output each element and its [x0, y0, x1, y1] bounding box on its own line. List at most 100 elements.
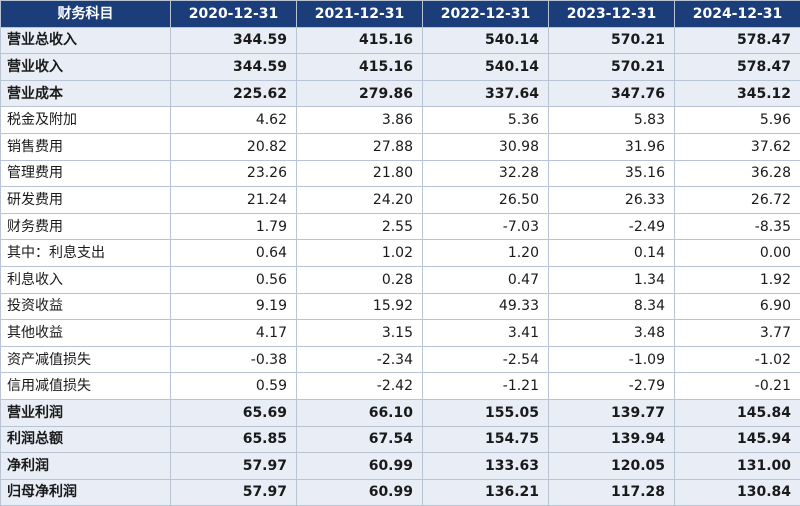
value-cell: 1.79: [171, 213, 297, 240]
value-cell: -2.49: [549, 213, 675, 240]
value-cell: 337.64: [423, 80, 549, 107]
value-cell: 3.41: [423, 320, 549, 347]
row-label-cell: 营业利润: [1, 399, 171, 426]
value-cell: 4.62: [171, 107, 297, 134]
value-cell: 344.59: [171, 54, 297, 81]
value-cell: -1.21: [423, 373, 549, 400]
value-cell: 36.28: [675, 160, 800, 187]
value-cell: 344.59: [171, 27, 297, 54]
row-label-cell: 投资收益: [1, 293, 171, 320]
value-cell: 57.97: [171, 479, 297, 506]
value-cell: -7.03: [423, 213, 549, 240]
value-cell: 0.64: [171, 240, 297, 267]
value-cell: 1.02: [297, 240, 423, 267]
value-cell: 0.28: [297, 266, 423, 293]
value-cell: -0.21: [675, 373, 800, 400]
row-label-cell: 利息收入: [1, 266, 171, 293]
header-cell-year: 2021-12-31: [297, 1, 423, 28]
row-label-cell: 税金及附加: [1, 107, 171, 134]
value-cell: 9.19: [171, 293, 297, 320]
value-cell: 570.21: [549, 54, 675, 81]
header-row: 财务科目 2020-12-31 2021-12-31 2022-12-31 20…: [1, 1, 800, 28]
value-cell: 347.76: [549, 80, 675, 107]
value-cell: 5.36: [423, 107, 549, 134]
row-label-cell: 营业总收入: [1, 27, 171, 54]
value-cell: 3.77: [675, 320, 800, 347]
value-cell: 133.63: [423, 453, 549, 480]
value-cell: 57.97: [171, 453, 297, 480]
row-label-cell: 利润总额: [1, 426, 171, 453]
value-cell: -2.54: [423, 346, 549, 373]
value-cell: 145.84: [675, 399, 800, 426]
value-cell: 3.86: [297, 107, 423, 134]
value-cell: 0.00: [675, 240, 800, 267]
value-cell: 37.62: [675, 133, 800, 160]
header-cell-year: 2023-12-31: [549, 1, 675, 28]
value-cell: 154.75: [423, 426, 549, 453]
value-cell: -1.02: [675, 346, 800, 373]
value-cell: 279.86: [297, 80, 423, 107]
value-cell: 30.98: [423, 133, 549, 160]
value-cell: -2.34: [297, 346, 423, 373]
value-cell: 20.82: [171, 133, 297, 160]
value-cell: -1.09: [549, 346, 675, 373]
row-label-cell: 资产减值损失: [1, 346, 171, 373]
row-label-cell: 销售费用: [1, 133, 171, 160]
value-cell: 5.83: [549, 107, 675, 134]
value-cell: 32.28: [423, 160, 549, 187]
value-cell: 60.99: [297, 479, 423, 506]
value-cell: 120.05: [549, 453, 675, 480]
value-cell: 66.10: [297, 399, 423, 426]
value-cell: 15.92: [297, 293, 423, 320]
row-label-cell: 财务费用: [1, 213, 171, 240]
value-cell: 415.16: [297, 54, 423, 81]
value-cell: 578.47: [675, 27, 800, 54]
value-cell: 4.17: [171, 320, 297, 347]
value-cell: 578.47: [675, 54, 800, 81]
value-cell: 60.99: [297, 453, 423, 480]
row-label-cell: 管理费用: [1, 160, 171, 187]
value-cell: 540.14: [423, 27, 549, 54]
row-label-cell: 归母净利润: [1, 479, 171, 506]
value-cell: 131.00: [675, 453, 800, 480]
value-cell: -2.42: [297, 373, 423, 400]
value-cell: 0.47: [423, 266, 549, 293]
value-cell: 67.54: [297, 426, 423, 453]
row-label-cell: 研发费用: [1, 187, 171, 214]
value-cell: 1.92: [675, 266, 800, 293]
row-label-cell: 其他收益: [1, 320, 171, 347]
value-cell: 35.16: [549, 160, 675, 187]
value-cell: 225.62: [171, 80, 297, 107]
value-cell: 31.96: [549, 133, 675, 160]
value-cell: 3.48: [549, 320, 675, 347]
value-cell: 345.12: [675, 80, 800, 107]
value-cell: 130.84: [675, 479, 800, 506]
value-cell: 139.94: [549, 426, 675, 453]
value-cell: -0.38: [171, 346, 297, 373]
value-cell: 1.34: [549, 266, 675, 293]
value-cell: 21.24: [171, 187, 297, 214]
row-label-cell: 营业收入: [1, 54, 171, 81]
value-cell: 145.94: [675, 426, 800, 453]
value-cell: 3.15: [297, 320, 423, 347]
value-cell: 1.20: [423, 240, 549, 267]
value-cell: 0.14: [549, 240, 675, 267]
header-cell-year: 2024-12-31: [675, 1, 800, 28]
value-cell: 0.59: [171, 373, 297, 400]
header-cell-year: 2022-12-31: [423, 1, 549, 28]
value-cell: 26.33: [549, 187, 675, 214]
value-cell: 27.88: [297, 133, 423, 160]
